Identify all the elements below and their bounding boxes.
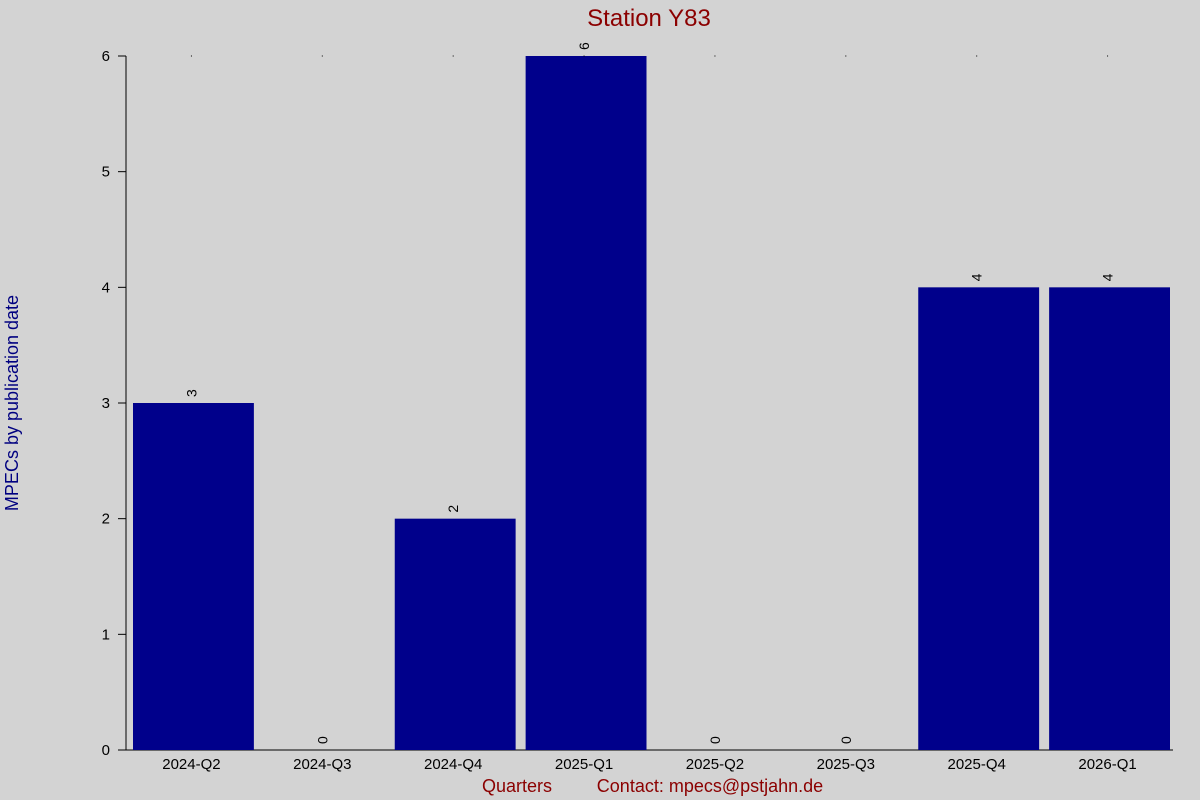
top-tick-dot <box>583 55 585 57</box>
bar <box>394 518 516 750</box>
bar-value-label: 0 <box>707 736 723 744</box>
x-tick-label: 2024-Q3 <box>293 756 351 773</box>
x-tick-label: 2025-Q3 <box>817 756 875 773</box>
top-tick-dot <box>190 55 192 57</box>
y-tick-label: 1 <box>102 626 110 643</box>
bar-value-label: 4 <box>969 273 985 281</box>
chart-title: Station Y83 <box>587 5 711 32</box>
bar-value-label: 6 <box>576 42 592 50</box>
top-tick-dot <box>845 55 847 57</box>
top-tick-dot <box>1107 55 1109 57</box>
x-tick-label: 2024-Q2 <box>162 756 220 773</box>
contact-label: Contact: mpecs@pstjahn.de <box>597 776 823 796</box>
x-tick-label: 2026-Q1 <box>1078 756 1136 773</box>
top-tick-dot <box>321 55 323 57</box>
x-tick-label: 2025-Q2 <box>686 756 744 773</box>
bar-value-label: 3 <box>183 389 199 397</box>
bar <box>918 287 1040 750</box>
y-tick-label: 3 <box>102 395 110 412</box>
y-tick-label: 2 <box>102 511 110 528</box>
top-tick-dot <box>976 55 978 57</box>
y-tick-label: 0 <box>102 742 110 759</box>
bar-value-label: 4 <box>1100 273 1116 281</box>
bar-value-label: 0 <box>314 736 330 744</box>
bar-value-label: 2 <box>445 505 461 513</box>
plot-area: 0 1 2 3 4 5 6 3 2024-Q2 0 2024-Q3 2 2024-Q4 6 2025-Q1 0… <box>102 42 1173 773</box>
top-tick-dot <box>714 55 716 57</box>
top-tick-dot <box>452 55 454 57</box>
y-tick-label: 5 <box>102 164 110 181</box>
x-tick-label: 2025-Q1 <box>555 756 613 773</box>
bar-value-label: 0 <box>838 736 854 744</box>
bar <box>1049 287 1170 750</box>
bar <box>133 403 254 750</box>
bar <box>525 56 647 750</box>
x-axis-label: Quarters <box>482 776 552 796</box>
y-axis-label: MPECs by publication date <box>2 295 22 511</box>
x-tick-label: 2024-Q4 <box>424 756 482 773</box>
y-tick-label: 6 <box>102 48 110 65</box>
y-tick-label: 4 <box>102 279 110 296</box>
x-tick-label: 2025-Q4 <box>948 756 1006 773</box>
